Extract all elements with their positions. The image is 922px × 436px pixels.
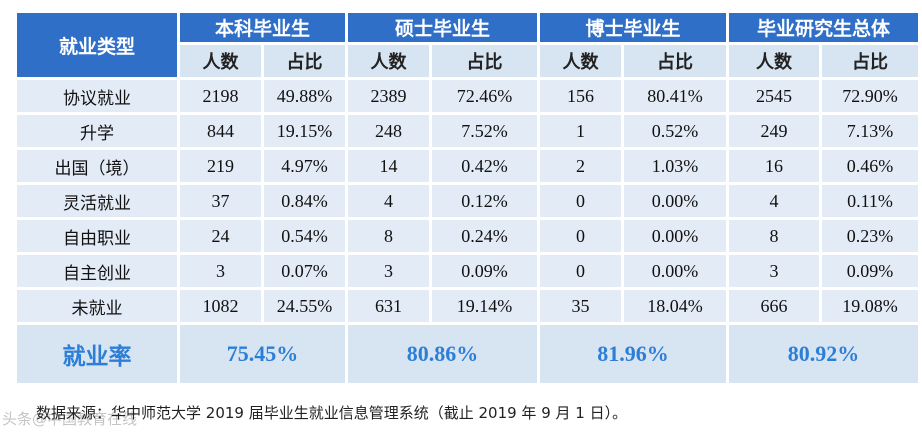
header-row-groups: 就业类型 本科毕业生 硕士毕业生 博士毕业生 毕业研究生总体 (17, 13, 918, 77)
ratio-cell: 0.54% (264, 220, 345, 252)
count-cell: 4 (348, 185, 429, 217)
count-cell: 156 (540, 80, 621, 112)
count-cell: 4 (729, 185, 819, 217)
ratio-cell: 0.23% (822, 220, 918, 252)
table-row: 灵活就业 37 0.84% 4 0.12% 0 0.00% 4 0.11% (17, 185, 918, 217)
row-label: 灵活就业 (17, 185, 177, 217)
ratio-cell: 0.52% (624, 115, 726, 147)
sub-header-count: 人数 (540, 45, 621, 77)
count-cell: 248 (348, 115, 429, 147)
watermark: 头条@中国教育在线 (2, 410, 138, 428)
row-label: 升学 (17, 115, 177, 147)
ratio-cell: 0.09% (432, 255, 537, 287)
source-note: 数据来源：华中师范大学 2019 届毕业生就业信息管理系统（截止 2019 年 … (36, 404, 628, 422)
employment-rate-doctor: 81.96% (540, 325, 726, 383)
table-row: 自由职业 24 0.54% 8 0.24% 0 0.00% 8 0.23% (17, 220, 918, 252)
count-cell: 219 (180, 150, 261, 182)
category-header: 就业类型 (17, 13, 177, 77)
ratio-cell: 0.00% (624, 255, 726, 287)
employment-rate-undergrad: 75.45% (180, 325, 345, 383)
ratio-cell: 0.12% (432, 185, 537, 217)
ratio-cell: 7.52% (432, 115, 537, 147)
ratio-cell: 0.00% (624, 185, 726, 217)
employment-rate-label: 就业率 (17, 325, 177, 383)
ratio-cell: 19.15% (264, 115, 345, 147)
group-header-undergrad: 本科毕业生 (180, 13, 345, 42)
ratio-cell: 49.88% (264, 80, 345, 112)
table-row: 自主创业 3 0.07% 3 0.09% 0 0.00% 3 0.09% (17, 255, 918, 287)
table-row: 升学 844 19.15% 248 7.52% 1 0.52% 249 7.13% (17, 115, 918, 147)
ratio-cell: 4.97% (264, 150, 345, 182)
count-cell: 631 (348, 290, 429, 322)
sub-header-ratio: 占比 (264, 45, 345, 77)
count-cell: 24 (180, 220, 261, 252)
row-label: 自主创业 (17, 255, 177, 287)
ratio-cell: 0.84% (264, 185, 345, 217)
count-cell: 14 (348, 150, 429, 182)
ratio-cell: 0.42% (432, 150, 537, 182)
count-cell: 35 (540, 290, 621, 322)
group-header-doctor: 博士毕业生 (540, 13, 726, 42)
sub-header-ratio: 占比 (432, 45, 537, 77)
ratio-cell: 80.41% (624, 80, 726, 112)
table-row: 协议就业 2198 49.88% 2389 72.46% 156 80.41% 2545 72.… (17, 80, 918, 112)
group-header-grad-total: 毕业研究生总体 (729, 13, 918, 42)
ratio-cell: 18.04% (624, 290, 726, 322)
ratio-cell: 0.09% (822, 255, 918, 287)
row-label: 出国（境） (17, 150, 177, 182)
count-cell: 8 (348, 220, 429, 252)
count-cell: 8 (729, 220, 819, 252)
header-row-sub: 人数 占比 人数 占比 人数 占比 人数 占比 (17, 45, 918, 77)
ratio-cell: 19.14% (432, 290, 537, 322)
row-label: 自由职业 (17, 220, 177, 252)
count-cell: 2 (540, 150, 621, 182)
count-cell: 249 (729, 115, 819, 147)
count-cell: 666 (729, 290, 819, 322)
count-cell: 3 (729, 255, 819, 287)
sub-header-ratio: 占比 (624, 45, 726, 77)
employment-rate-grad-total: 80.92% (729, 325, 918, 383)
ratio-cell: 72.46% (432, 80, 537, 112)
group-header-master: 硕士毕业生 (348, 13, 537, 42)
count-cell: 2198 (180, 80, 261, 112)
sub-header-ratio: 占比 (822, 45, 918, 77)
sub-header-count: 人数 (180, 45, 261, 77)
count-cell: 3 (180, 255, 261, 287)
ratio-cell: 0.00% (624, 220, 726, 252)
table-row: 出国（境） 219 4.97% 14 0.42% 2 1.03% 16 0.46% (17, 150, 918, 182)
ratio-cell: 1.03% (624, 150, 726, 182)
ratio-cell: 72.90% (822, 80, 918, 112)
count-cell: 2389 (348, 80, 429, 112)
ratio-cell: 19.08% (822, 290, 918, 322)
employment-rate-row: 就业率 75.45% 80.86% 81.96% 80.92% (17, 325, 918, 383)
row-label: 协议就业 (17, 80, 177, 112)
count-cell: 3 (348, 255, 429, 287)
count-cell: 2545 (729, 80, 819, 112)
row-label: 未就业 (17, 290, 177, 322)
ratio-cell: 0.46% (822, 150, 918, 182)
count-cell: 0 (540, 185, 621, 217)
sub-header-count: 人数 (729, 45, 819, 77)
ratio-cell: 0.24% (432, 220, 537, 252)
count-cell: 1 (540, 115, 621, 147)
count-cell: 0 (540, 255, 621, 287)
table-row: 未就业 1082 24.55% 631 19.14% 35 18.04% 666 19.08% (17, 290, 918, 322)
ratio-cell: 0.11% (822, 185, 918, 217)
count-cell: 16 (729, 150, 819, 182)
employment-rate-master: 80.86% (348, 325, 537, 383)
ratio-cell: 24.55% (264, 290, 345, 322)
count-cell: 844 (180, 115, 261, 147)
sub-header-count: 人数 (348, 45, 429, 77)
employment-table: 就业类型 本科毕业生 硕士毕业生 博士毕业生 毕业研究生总体 人数 占比 人数 … (14, 10, 921, 386)
ratio-cell: 0.07% (264, 255, 345, 287)
table-body: 协议就业 2198 49.88% 2389 72.46% 156 80.41% 2545 72.… (17, 80, 918, 322)
ratio-cell: 7.13% (822, 115, 918, 147)
count-cell: 0 (540, 220, 621, 252)
count-cell: 37 (180, 185, 261, 217)
count-cell: 1082 (180, 290, 261, 322)
